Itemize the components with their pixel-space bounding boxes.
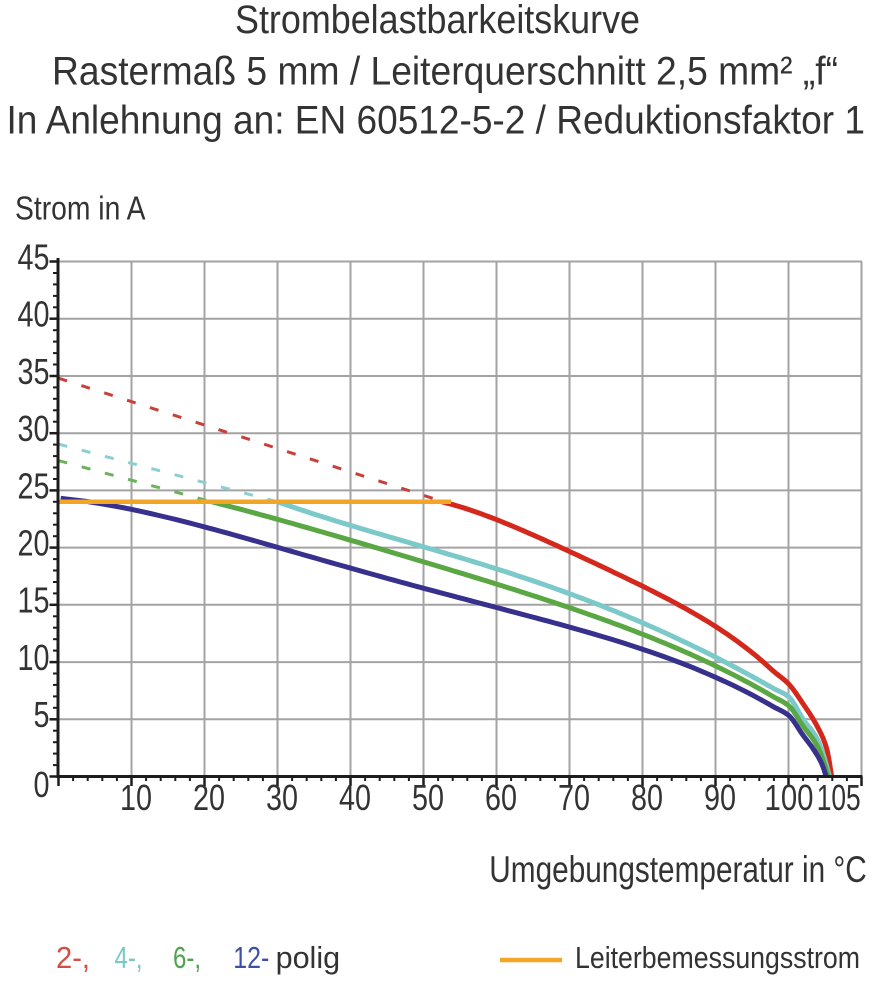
svg-text:In Anlehnung an: EN 60512-5-2: In Anlehnung an: EN 60512-5-2 / Reduktio… <box>7 99 866 143</box>
svg-text:12-: 12- <box>233 940 269 975</box>
svg-text:20: 20 <box>18 523 50 564</box>
svg-text:10: 10 <box>18 637 50 678</box>
svg-text:Strombelastbarkeitskurve: Strombelastbarkeitskurve <box>235 0 640 42</box>
svg-text:0: 0 <box>34 764 50 805</box>
svg-text:40: 40 <box>339 777 371 818</box>
svg-text:polig: polig <box>276 940 341 975</box>
svg-text:105: 105 <box>817 777 861 818</box>
svg-text:30: 30 <box>18 408 50 449</box>
svg-text:Leiterbemessungsstrom: Leiterbemessungsstrom <box>575 940 860 975</box>
svg-text:30: 30 <box>266 777 298 818</box>
svg-text:45: 45 <box>18 236 50 277</box>
svg-text:10: 10 <box>120 777 152 818</box>
svg-text:Strom in A: Strom in A <box>15 189 146 226</box>
svg-text:Rastermaß 5 mm / Leiterquersch: Rastermaß 5 mm / Leiterquerschnitt 2,5 m… <box>52 50 838 94</box>
svg-text:2-,: 2-, <box>56 940 90 975</box>
svg-text:35: 35 <box>18 351 50 392</box>
svg-text:60: 60 <box>485 777 517 818</box>
svg-text:25: 25 <box>18 465 50 506</box>
svg-text:5: 5 <box>34 694 50 735</box>
svg-text:100: 100 <box>765 777 814 818</box>
svg-text:70: 70 <box>558 777 590 818</box>
svg-text:6-,: 6-, <box>173 940 201 975</box>
svg-text:50: 50 <box>412 777 444 818</box>
svg-text:15: 15 <box>18 580 50 621</box>
svg-text:90: 90 <box>704 777 736 818</box>
svg-text:4-,: 4-, <box>115 940 143 975</box>
svg-text:Umgebungstemperatur in °C: Umgebungstemperatur in °C <box>489 849 867 890</box>
svg-text:80: 80 <box>631 777 663 818</box>
svg-text:20: 20 <box>193 777 225 818</box>
svg-text:40: 40 <box>18 294 50 335</box>
